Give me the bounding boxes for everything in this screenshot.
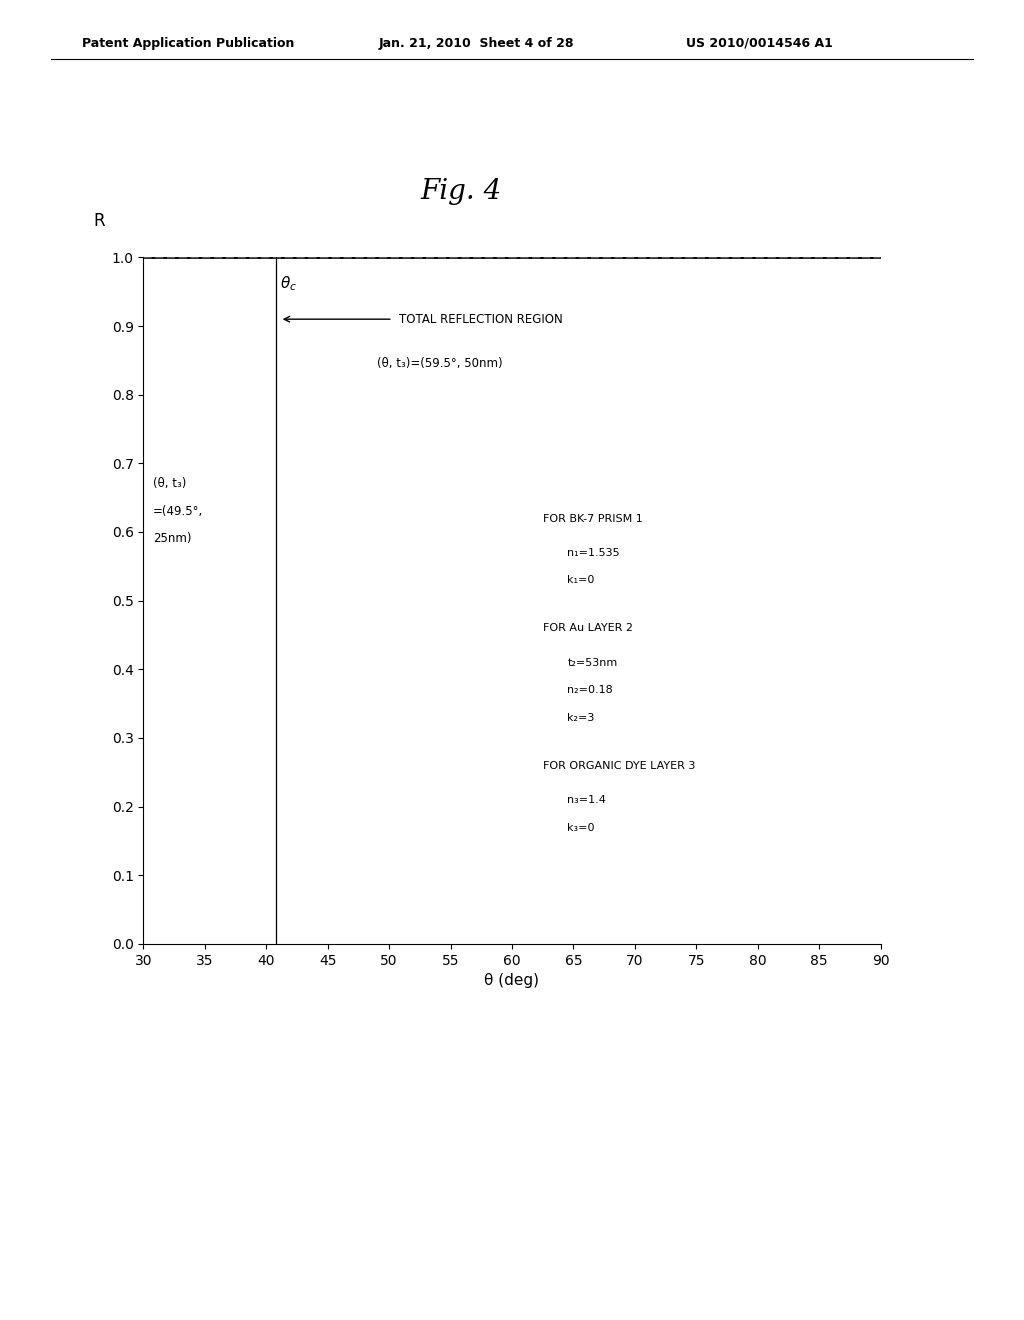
Text: k₃=0: k₃=0: [567, 822, 595, 833]
Text: Fig. 4: Fig. 4: [420, 178, 502, 205]
Text: Patent Application Publication: Patent Application Publication: [82, 37, 294, 50]
Text: TOTAL REFLECTION REGION: TOTAL REFLECTION REGION: [399, 313, 563, 326]
Text: $\theta_c$: $\theta_c$: [280, 275, 297, 293]
Text: n₁=1.535: n₁=1.535: [567, 548, 620, 558]
Text: n₂=0.18: n₂=0.18: [567, 685, 613, 696]
Text: (θ, t₃)=(59.5°, 50nm): (θ, t₃)=(59.5°, 50nm): [377, 358, 503, 371]
Text: (θ, t₃): (θ, t₃): [154, 478, 186, 490]
Text: k₂=3: k₂=3: [567, 713, 595, 723]
Text: n₃=1.4: n₃=1.4: [567, 795, 606, 805]
Text: US 2010/0014546 A1: US 2010/0014546 A1: [686, 37, 833, 50]
X-axis label: θ (deg): θ (deg): [484, 973, 540, 989]
Text: k₁=0: k₁=0: [567, 576, 595, 586]
Text: =(49.5°,: =(49.5°,: [154, 504, 204, 517]
Y-axis label: R: R: [93, 213, 104, 230]
Text: FOR Au LAYER 2: FOR Au LAYER 2: [543, 623, 633, 634]
Text: Jan. 21, 2010  Sheet 4 of 28: Jan. 21, 2010 Sheet 4 of 28: [379, 37, 574, 50]
Text: t₂=53nm: t₂=53nm: [567, 657, 617, 668]
Text: FOR BK-7 PRISM 1: FOR BK-7 PRISM 1: [543, 513, 642, 524]
Text: FOR ORGANIC DYE LAYER 3: FOR ORGANIC DYE LAYER 3: [543, 760, 695, 771]
Text: 25nm): 25nm): [154, 532, 191, 545]
